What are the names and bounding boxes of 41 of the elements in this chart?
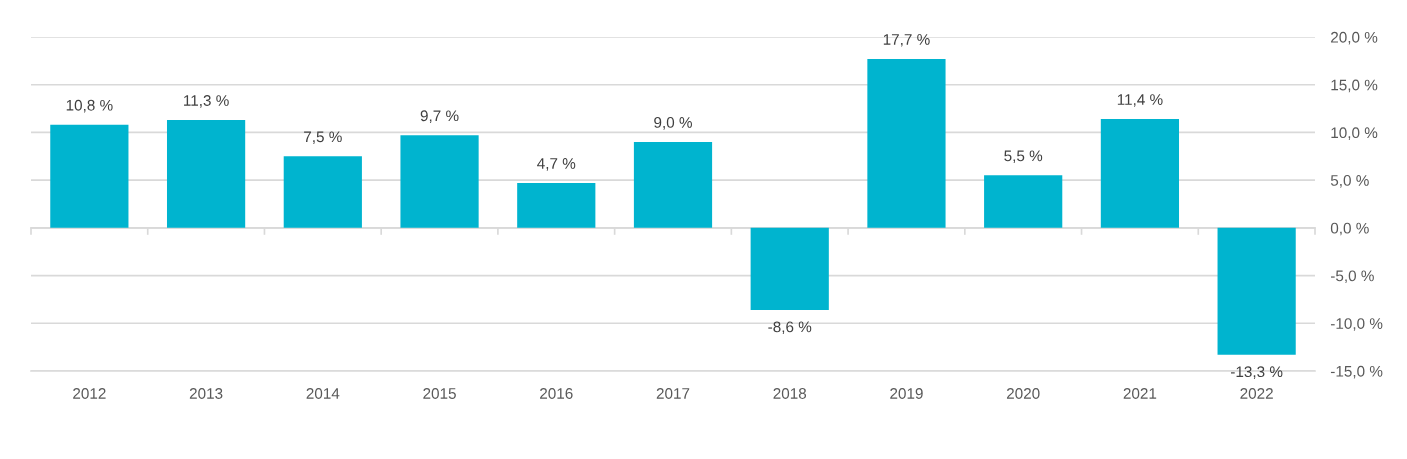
bar	[166, 120, 246, 228]
bar	[283, 156, 362, 228]
data-label: 17,7 %	[883, 34, 930, 47]
data-label: -8,6 %	[768, 321, 812, 335]
x-tick-label: 2021	[1123, 388, 1157, 399]
x-tick-label: 2022	[1240, 388, 1273, 399]
y-tick-label: 5,0 %	[1330, 175, 1369, 188]
data-label: 11,3 %	[184, 95, 229, 108]
y-tick-label: 10,0 %	[1331, 127, 1378, 140]
data-label: 4,7 %	[537, 158, 576, 171]
y-tick-label: -10,0 %	[1330, 318, 1383, 331]
x-tick-label: 2013	[189, 388, 223, 399]
x-tick-label: 2017	[656, 388, 690, 399]
data-label: -13,3 %	[1230, 366, 1283, 379]
y-tick-label: -5,0 %	[1330, 270, 1374, 284]
y-tick-label: 0,0 %	[1330, 222, 1369, 236]
x-tick-label: 2014	[306, 388, 340, 399]
bar	[50, 124, 129, 228]
bar	[400, 135, 479, 228]
bar	[750, 227, 829, 310]
x-tick-label: 2020	[1006, 388, 1040, 399]
bar	[517, 183, 596, 228]
bar	[867, 58, 946, 228]
x-tick-label: 2018	[773, 388, 807, 399]
bar	[984, 175, 1063, 228]
x-tick-label: 2019	[890, 388, 923, 399]
data-label: 5,5 %	[1004, 150, 1043, 164]
data-label: 7,5 %	[304, 131, 342, 144]
x-tick-label: 2012	[73, 388, 106, 399]
bar	[1100, 119, 1180, 228]
data-label: 10,8 %	[66, 99, 113, 113]
bar	[633, 141, 713, 228]
y-tick-label: 15,0 %	[1331, 79, 1378, 93]
y-tick-label: -15,0 %	[1330, 365, 1383, 379]
y-tick-label: 20,0 %	[1331, 31, 1378, 45]
data-label: 11,4 %	[1117, 94, 1163, 107]
bar	[1217, 227, 1296, 355]
x-tick-label: 2016	[540, 388, 573, 399]
data-label: 9,0 %	[654, 117, 692, 130]
data-label: 9,7 %	[420, 110, 459, 123]
x-tick-label: 2015	[423, 388, 456, 399]
